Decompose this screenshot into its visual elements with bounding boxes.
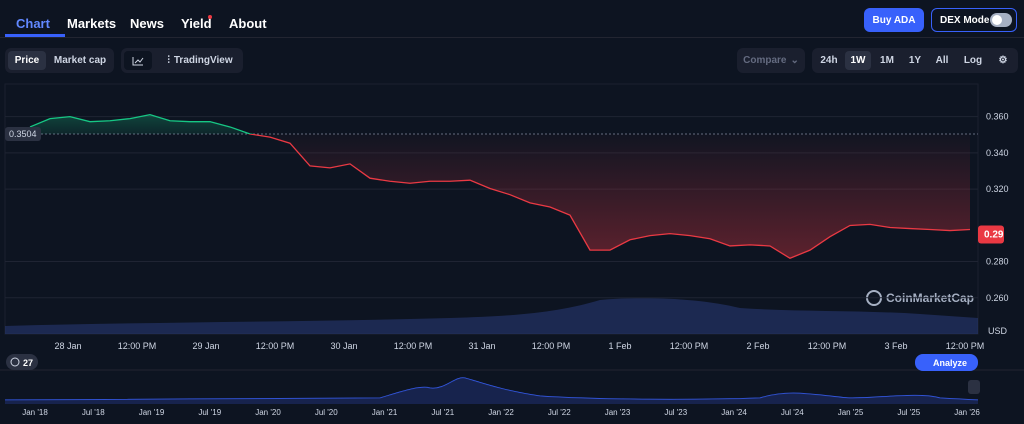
x-tick-label: 1 Feb: [608, 341, 631, 351]
y-tick-label: 0.260: [986, 293, 1009, 303]
tab-underline: [5, 34, 65, 37]
dex-toggle[interactable]: DEX Mode: [931, 8, 1017, 32]
tab[interactable]: Markets: [67, 16, 117, 31]
toggle-knob: [992, 15, 1002, 25]
navigator-label: Jul '20: [315, 408, 338, 417]
tab[interactable]: About: [229, 16, 267, 31]
range-group: 24h 1W 1M 1Y All Log ⚙: [812, 48, 1018, 73]
settings-button[interactable]: ⚙: [998, 55, 1008, 66]
nav-divider: [0, 37, 1024, 38]
price-tab[interactable]: Price: [8, 51, 46, 70]
range-button[interactable]: 24h: [820, 55, 838, 66]
navigator-handle[interactable]: [968, 380, 980, 394]
log-button[interactable]: Log: [963, 55, 983, 66]
current-badge: [978, 225, 1004, 244]
navigator-label: Jan '24: [721, 408, 747, 417]
tool-group: ⫶ TradingView: [121, 48, 243, 73]
y-tick-label: 0.280: [986, 257, 1009, 267]
x-tick-label: 31 Jan: [468, 341, 495, 351]
x-tick-label: 12:00 PM: [808, 341, 847, 351]
navigator-label: Jan '18: [22, 408, 48, 417]
price-area: [30, 114, 970, 259]
tab[interactable]: Yield: [181, 16, 212, 31]
compare-button[interactable]: Compare ⌄: [743, 55, 799, 66]
x-tick-label: 12:00 PM: [118, 341, 157, 351]
x-tick-label: 12:00 PM: [670, 341, 709, 351]
analyze-button[interactable]: [915, 354, 978, 371]
x-tick-label: 3 Feb: [884, 341, 907, 351]
line-tool[interactable]: [124, 51, 152, 70]
y-tick-label: 0.320: [986, 184, 1009, 194]
navigator-label: Jan '21: [372, 408, 398, 417]
navigator-label: Jul '21: [431, 408, 454, 417]
volume-area: [5, 298, 978, 334]
range-button[interactable]: 1M: [880, 55, 894, 66]
y-unit: USD: [988, 326, 1008, 336]
navigator-label: Jan '22: [488, 408, 514, 417]
tab[interactable]: News: [130, 16, 164, 31]
events-count: 27: [23, 358, 33, 368]
dex-label: DEX Mode: [940, 14, 990, 26]
x-tick-label: 30 Jan: [330, 341, 357, 351]
range-button[interactable]: 1Y: [908, 55, 922, 66]
x-tick-label: 29 Jan: [192, 341, 219, 351]
navigator-label: Jan '25: [838, 408, 864, 417]
reference-badge: [5, 127, 41, 141]
x-tick-label: 12:00 PM: [532, 341, 571, 351]
range-button[interactable]: 1W: [845, 51, 871, 70]
compare-group: Compare ⌄: [737, 48, 805, 73]
x-tick-label: 12:00 PM: [946, 341, 985, 351]
badge-dot: [208, 15, 212, 19]
analyze-label: Analyze: [933, 358, 967, 368]
tab[interactable]: Chart: [16, 16, 50, 31]
y-tick-label: 0.360: [986, 112, 1009, 122]
range-button[interactable]: All: [935, 55, 949, 66]
events-icon: [10, 357, 20, 367]
navigator-label: Jul '24: [781, 408, 804, 417]
type-group: Price Market cap: [5, 48, 114, 73]
market-cap-tab[interactable]: Market cap: [53, 55, 107, 66]
current-label: 0.29: [984, 230, 1004, 241]
buy-button[interactable]: Buy ADA: [864, 8, 924, 32]
x-tick-label: 2 Feb: [746, 341, 769, 351]
compare-label: Compare: [743, 55, 787, 66]
navigator-label: Jul '25: [897, 408, 920, 417]
line-icon: [132, 56, 144, 65]
navigator-label: Jan '23: [605, 408, 631, 417]
x-tick-label: 12:00 PM: [256, 341, 295, 351]
navigator-label: Jul '18: [82, 408, 105, 417]
x-tick-label: 28 Jan: [54, 341, 81, 351]
x-tick-label: 12:00 PM: [394, 341, 433, 351]
price-line: [29, 113, 971, 260]
navigator-label: Jan '19: [139, 408, 165, 417]
navigator-label: Jul '22: [548, 408, 571, 417]
navigator-label: Jul '23: [664, 408, 687, 417]
reference-label: 0.3504: [9, 129, 37, 139]
tradingview-tab[interactable]: ⫶ TradingView: [167, 55, 233, 66]
navigator-label: Jan '20: [255, 408, 281, 417]
y-tick-label: 0.340: [986, 148, 1009, 158]
navigator-area: [5, 377, 978, 404]
navigator-label: Jul '19: [198, 408, 221, 417]
tradingview-label: TradingView: [173, 55, 233, 66]
navigator-label: Jan '26: [954, 408, 980, 417]
